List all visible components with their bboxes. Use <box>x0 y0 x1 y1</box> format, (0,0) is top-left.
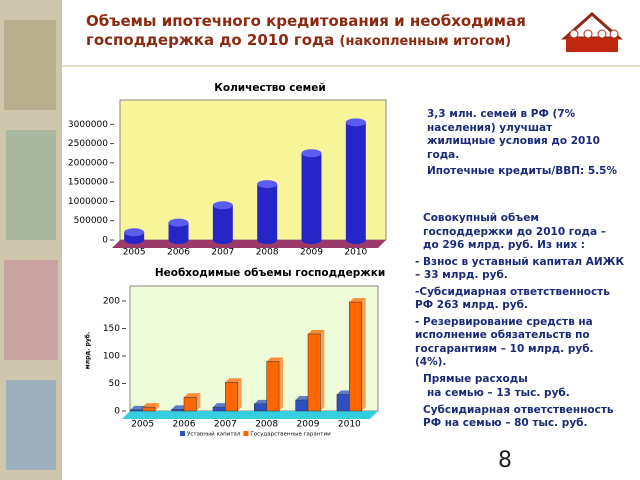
bar-base <box>345 236 366 244</box>
y-tick-label: 100 <box>103 352 120 362</box>
note: - Резервирование средств на исполнение о… <box>415 315 594 369</box>
x-tick-label: 2010 <box>338 420 361 430</box>
y-tick-label: 50 <box>109 379 121 389</box>
logo <box>561 11 623 52</box>
bar-side <box>279 357 284 411</box>
y-tick-label: 2500000 <box>68 139 108 149</box>
bar <box>349 301 362 412</box>
y-tick-label: 3000000 <box>68 120 108 130</box>
bar <box>212 205 233 240</box>
bar <box>225 382 238 412</box>
bar <box>345 122 366 240</box>
bar-base <box>301 236 322 244</box>
bar <box>130 409 143 412</box>
banknote <box>6 380 56 470</box>
notes-bottom: Совокупный объем господдержки до 2010 го… <box>415 212 625 434</box>
bar <box>266 361 280 412</box>
note: -Субсидиарная ответственность РФ 263 млр… <box>415 285 610 312</box>
legend-swatch <box>180 431 185 436</box>
bar <box>295 399 309 412</box>
bar-side <box>320 330 325 411</box>
x-tick-label: 2007 <box>211 248 234 258</box>
bar-cap <box>212 201 233 210</box>
note: - Взнос в уставный капитал АИЖК – 33 млр… <box>415 255 625 282</box>
y-tick-label: 1500000 <box>68 178 108 188</box>
bar-cap <box>257 180 278 189</box>
bar-top <box>184 393 201 398</box>
plot-floor <box>122 411 378 419</box>
bar <box>183 397 197 412</box>
x-tick-label: 2010 <box>344 248 367 258</box>
y-axis-label: млрд. руб. <box>85 332 92 369</box>
y-tick-label: 0 <box>114 407 120 417</box>
y-tick-label: 200 <box>103 297 120 307</box>
legend-label: Уставный капитал <box>187 431 241 438</box>
banknote <box>4 260 58 360</box>
legend-swatch <box>243 431 249 436</box>
bar-top <box>266 357 284 362</box>
note: Субсидиарная ответственность РФ на семью… <box>423 403 614 430</box>
x-tick-label: 2005 <box>123 248 146 258</box>
bar <box>168 222 189 240</box>
y-tick-label: 0 <box>102 236 108 246</box>
bar-cap <box>168 218 189 227</box>
bar <box>301 153 322 240</box>
y-tick-label: 2000000 <box>68 158 108 168</box>
title-main: Объемы ипотечного кредитования и необход… <box>86 12 526 49</box>
bar <box>336 394 350 412</box>
bar-side <box>196 393 201 411</box>
y-tick-label: 500000 <box>74 216 109 226</box>
bar-top <box>349 298 366 303</box>
page-number: 8 <box>498 448 512 473</box>
bar-base <box>257 236 278 244</box>
note: на семью – 13 тыс. руб. <box>427 387 570 399</box>
x-tick-label: 2008 <box>256 248 279 258</box>
x-tick-label: 2008 <box>255 420 278 430</box>
bar <box>171 409 185 412</box>
note: Совокупный объем господдержки до 2010 го… <box>423 212 606 251</box>
x-tick-label: 2005 <box>131 420 154 430</box>
bar-base <box>168 236 189 244</box>
plot-wall <box>119 99 387 241</box>
bar <box>257 184 278 240</box>
bar <box>142 406 156 412</box>
bar-top <box>142 403 160 408</box>
note: Прямые расходы <box>423 372 528 385</box>
note: Ипотечные кредиты/ВВП: 5.5% <box>427 165 617 177</box>
bar-side <box>361 298 366 411</box>
bar-top <box>308 330 325 334</box>
plot-wall <box>129 285 379 412</box>
bar-base <box>212 236 233 244</box>
chart-title: Количество семей <box>214 82 325 94</box>
chart-title: Необходимые объемы господдержки <box>155 267 385 279</box>
bar <box>254 403 267 412</box>
x-tick-label: 2009 <box>300 248 323 258</box>
notes-top: 3,3 млн. семей в РФ (7% населения) улучш… <box>427 108 617 182</box>
y-tick-label: 1000000 <box>68 197 108 207</box>
x-tick-label: 2009 <box>297 420 320 430</box>
note: 3,3 млн. семей в РФ (7% населения) улучш… <box>427 108 600 161</box>
bar-side <box>155 403 160 411</box>
bar-base <box>124 236 145 244</box>
bar-cap <box>124 228 145 237</box>
bar-top <box>225 378 242 383</box>
banknote <box>4 20 56 110</box>
legend-label: Государственные гарантии <box>250 432 331 438</box>
x-tick-label: 2006 <box>173 420 196 430</box>
bar <box>212 406 226 412</box>
slide-title: Объемы ипотечного кредитования и необход… <box>86 12 556 51</box>
title-note: (накопленным итогом) <box>339 34 512 49</box>
y-tick-label: 150 <box>103 324 120 334</box>
x-tick-label: 2006 <box>167 248 190 258</box>
bar-side <box>237 378 242 411</box>
bar-cap <box>301 149 322 158</box>
banknote <box>6 130 56 240</box>
bar <box>307 333 321 412</box>
x-tick-label: 2007 <box>214 420 237 430</box>
bar-cap <box>345 118 366 127</box>
